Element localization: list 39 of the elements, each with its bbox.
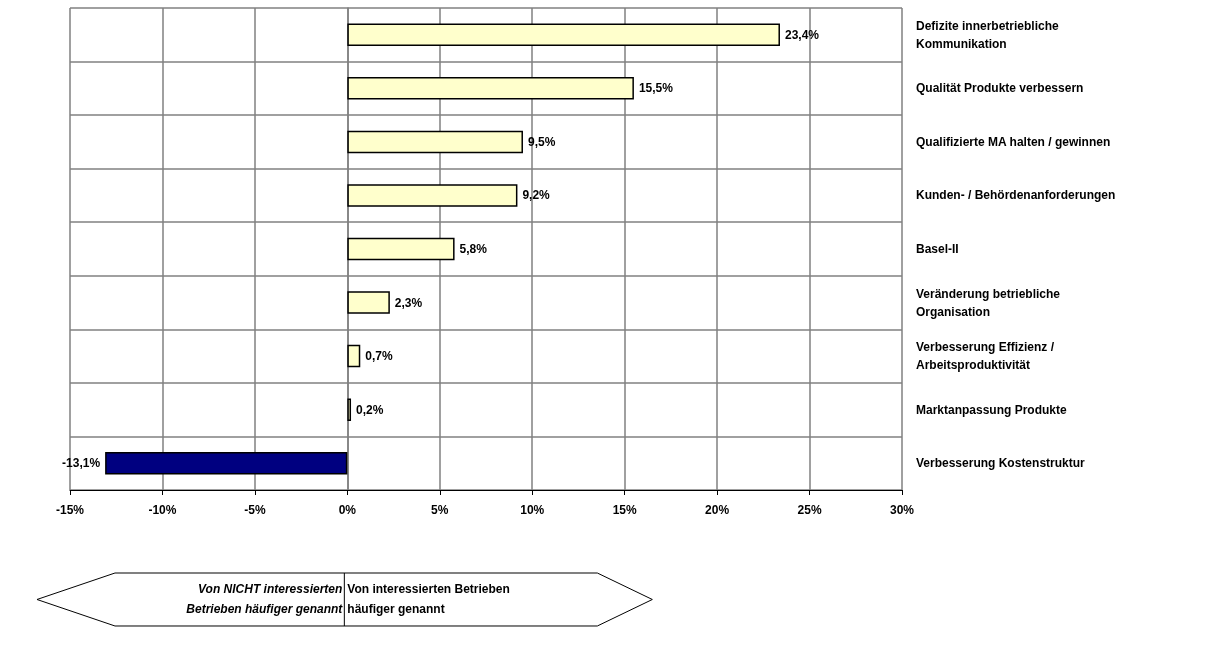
data-label: 5,8% bbox=[459, 242, 488, 256]
x-tick-label: 25% bbox=[797, 503, 822, 517]
bar bbox=[347, 184, 518, 207]
data-label: -13,1% bbox=[62, 456, 101, 471]
data-label: 15,5% bbox=[638, 81, 674, 96]
bar bbox=[105, 451, 348, 475]
bar bbox=[347, 77, 634, 100]
y-tick-label: Marktanpassung Produkte bbox=[916, 402, 1068, 417]
x-tick-label: -15% bbox=[55, 503, 85, 517]
bar bbox=[347, 398, 352, 421]
y-tick-label: Kunden- / Behördenanforderungen bbox=[916, 188, 1116, 203]
y-tick-label: Verbesserung Effizienz / Arbeitsproduktivität bbox=[916, 340, 1058, 373]
data-label: 9,5% bbox=[527, 134, 556, 149]
x-tick-label: 10% bbox=[520, 503, 545, 517]
bar bbox=[347, 237, 455, 261]
text: Von interessierten Betrieben häufiger genannt bbox=[347, 581, 511, 618]
x-tick-label: -5% bbox=[244, 503, 266, 517]
x-tick-label: 30% bbox=[889, 503, 915, 517]
y-tick-label: Defizite innerbetriebliche Kommunikation bbox=[916, 18, 1063, 51]
y-tick-label: Verbesserung Kostenstruktur bbox=[916, 456, 1086, 471]
x-tick-label: 0% bbox=[338, 503, 357, 517]
y-tick-label: Qualifizierte MA halten / gewinnen bbox=[916, 134, 1111, 149]
x-tick-label: 15% bbox=[612, 503, 637, 517]
bar bbox=[347, 23, 780, 47]
x-tick-label: 20% bbox=[705, 503, 730, 517]
bar bbox=[347, 291, 390, 314]
x-tick-label: 5% bbox=[431, 503, 449, 517]
bar bbox=[347, 344, 361, 368]
y-tick-label: Qualität Produkte verbessern bbox=[916, 81, 1084, 96]
data-label: 23,4% bbox=[784, 27, 820, 42]
data-label: 2,3% bbox=[394, 295, 423, 310]
x-tick-label: -10% bbox=[148, 503, 177, 517]
data-label: 0,7% bbox=[365, 349, 393, 364]
data-label: 0,2% bbox=[356, 402, 384, 417]
bar bbox=[347, 130, 523, 154]
y-tick-label: Basel-II bbox=[916, 242, 959, 256]
y-tick-label: Veränderung betriebliche Organisation bbox=[916, 286, 1064, 319]
text: Von NICHT interessierten Betrieben häufiger genannt bbox=[185, 581, 343, 618]
data-label: 9,2% bbox=[522, 188, 551, 203]
